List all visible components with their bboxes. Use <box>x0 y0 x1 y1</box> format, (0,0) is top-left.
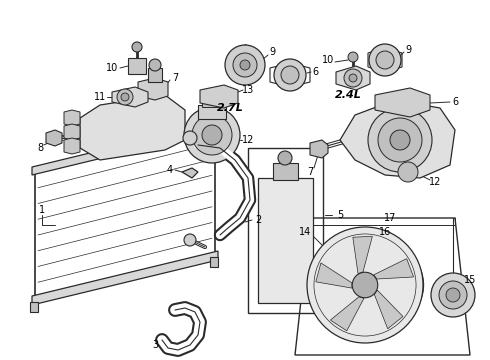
Polygon shape <box>340 100 455 178</box>
Circle shape <box>348 52 358 62</box>
Circle shape <box>376 51 394 69</box>
Polygon shape <box>200 85 238 108</box>
Bar <box>273 163 298 180</box>
Circle shape <box>274 59 306 91</box>
Polygon shape <box>46 130 62 146</box>
Circle shape <box>184 234 196 246</box>
Circle shape <box>233 53 257 77</box>
Text: 13: 13 <box>242 85 254 95</box>
Circle shape <box>307 227 423 343</box>
Circle shape <box>281 66 299 84</box>
Circle shape <box>368 108 432 172</box>
Polygon shape <box>375 88 430 117</box>
Text: 9: 9 <box>405 45 411 55</box>
Text: 15: 15 <box>464 275 476 285</box>
Polygon shape <box>80 95 185 160</box>
Circle shape <box>378 118 422 162</box>
Polygon shape <box>316 263 352 288</box>
Text: 10: 10 <box>106 63 118 73</box>
Text: 4: 4 <box>167 165 173 175</box>
Circle shape <box>183 131 197 145</box>
Circle shape <box>439 281 467 309</box>
Polygon shape <box>310 140 328 158</box>
Circle shape <box>184 107 240 163</box>
Circle shape <box>352 272 378 298</box>
Bar <box>198 105 226 119</box>
Text: 14: 14 <box>299 227 311 237</box>
Text: 6: 6 <box>452 97 458 107</box>
Polygon shape <box>64 110 80 126</box>
Circle shape <box>117 89 133 105</box>
Bar <box>248 148 323 313</box>
Text: 2.7L: 2.7L <box>217 103 244 113</box>
Bar <box>258 178 313 303</box>
Polygon shape <box>336 66 370 90</box>
Circle shape <box>431 273 475 317</box>
Polygon shape <box>374 258 414 279</box>
Bar <box>202 95 222 107</box>
Polygon shape <box>64 138 80 154</box>
Text: 5: 5 <box>337 210 343 220</box>
Text: 12: 12 <box>242 135 254 145</box>
Circle shape <box>446 288 460 302</box>
Circle shape <box>278 151 292 165</box>
Polygon shape <box>353 236 372 274</box>
Polygon shape <box>374 290 403 329</box>
Polygon shape <box>64 124 80 140</box>
Circle shape <box>192 115 232 155</box>
Text: 6: 6 <box>312 67 318 77</box>
Circle shape <box>121 93 129 101</box>
Text: 9: 9 <box>269 47 275 57</box>
Circle shape <box>202 125 222 145</box>
Text: 2.4L: 2.4L <box>335 90 362 100</box>
Circle shape <box>390 130 410 150</box>
Text: 7: 7 <box>172 73 178 83</box>
Circle shape <box>398 162 418 182</box>
Circle shape <box>344 69 362 87</box>
Text: 1: 1 <box>39 205 45 215</box>
Polygon shape <box>30 302 38 312</box>
Circle shape <box>149 59 161 71</box>
Polygon shape <box>32 122 218 175</box>
Circle shape <box>225 45 265 85</box>
Polygon shape <box>182 168 198 178</box>
Text: 8: 8 <box>37 143 43 153</box>
Text: 12: 12 <box>429 177 441 187</box>
Text: 16: 16 <box>379 227 391 237</box>
Bar <box>128 58 146 74</box>
Circle shape <box>240 60 250 70</box>
Circle shape <box>349 74 357 82</box>
Text: 7: 7 <box>307 167 313 177</box>
Polygon shape <box>112 87 148 107</box>
Polygon shape <box>32 251 218 305</box>
Text: 17: 17 <box>384 213 396 223</box>
Text: 2: 2 <box>255 215 261 225</box>
Text: 11: 11 <box>94 92 106 102</box>
Text: 3: 3 <box>152 340 158 350</box>
Circle shape <box>369 44 401 76</box>
Polygon shape <box>330 297 364 331</box>
Polygon shape <box>35 128 215 298</box>
Text: 10: 10 <box>322 55 334 65</box>
Bar <box>148 68 162 82</box>
Polygon shape <box>210 257 218 267</box>
Polygon shape <box>138 78 168 100</box>
Circle shape <box>132 42 142 52</box>
